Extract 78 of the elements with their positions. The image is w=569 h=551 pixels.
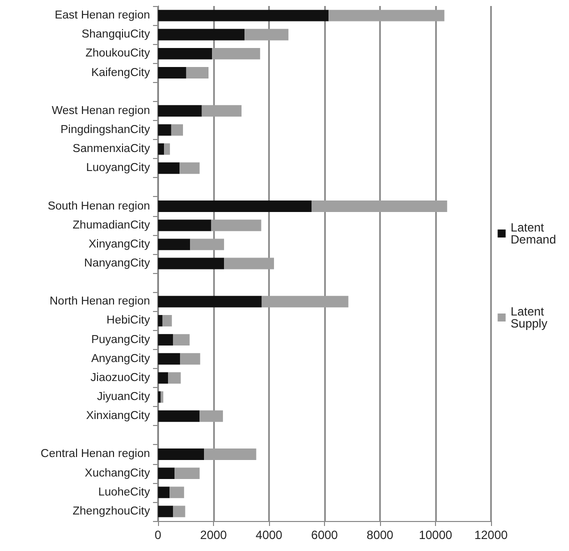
bar bbox=[168, 372, 181, 384]
y-tick-label: XuchangCity bbox=[84, 467, 150, 480]
bar bbox=[158, 220, 212, 232]
y-tick-label: HebiCity bbox=[106, 314, 150, 327]
bar bbox=[158, 372, 168, 384]
y-tick-label: NanyangCity bbox=[84, 258, 150, 270]
bar bbox=[158, 105, 202, 117]
bar bbox=[328, 10, 444, 22]
x-tick-label: 10000 bbox=[418, 528, 453, 542]
bar bbox=[200, 410, 223, 422]
bar bbox=[180, 162, 200, 174]
bar bbox=[158, 410, 200, 422]
bar bbox=[158, 258, 224, 270]
x-tick-label: 6000 bbox=[311, 528, 338, 542]
y-tick-label: ZhengzhouCity bbox=[72, 505, 150, 518]
bar bbox=[174, 468, 200, 480]
bar bbox=[262, 296, 348, 308]
bar bbox=[158, 468, 175, 480]
bar bbox=[244, 28, 288, 40]
bar bbox=[158, 334, 173, 346]
bar bbox=[171, 124, 183, 136]
y-tick-label: KaifengCity bbox=[91, 66, 150, 79]
bar bbox=[190, 238, 224, 250]
bar bbox=[158, 200, 312, 212]
y-tick-label: West Henan region bbox=[52, 104, 150, 117]
bar bbox=[158, 28, 245, 40]
bar bbox=[158, 353, 180, 365]
x-tick-label: 4000 bbox=[256, 528, 283, 542]
y-tick-label: ZhoukouCity bbox=[85, 48, 150, 60]
y-tick-label: North Henan region bbox=[50, 296, 150, 308]
bar bbox=[158, 296, 262, 308]
bar bbox=[164, 143, 170, 155]
legend-label: Latent Supply bbox=[510, 304, 548, 330]
y-tick-label: East Henan region bbox=[54, 10, 150, 22]
bar bbox=[158, 67, 186, 78]
bar bbox=[158, 238, 190, 250]
bar bbox=[158, 10, 329, 22]
bar bbox=[204, 448, 256, 460]
y-tick-label: XinxiangCity bbox=[86, 410, 150, 422]
bar bbox=[211, 220, 262, 232]
y-tick-label: JiaozuoCity bbox=[90, 372, 150, 384]
y-tick-label: JiyuanCity bbox=[96, 391, 150, 404]
y-tick-label: PuyangCity bbox=[91, 334, 150, 346]
y-tick-label: ShangqiuCity bbox=[82, 28, 150, 41]
legend-label: Latent Demand bbox=[510, 220, 556, 246]
y-tick-label: SanmenxiaCity bbox=[72, 143, 150, 156]
bar bbox=[202, 105, 242, 117]
bar bbox=[172, 334, 190, 346]
x-tick-label: 8000 bbox=[366, 528, 394, 542]
y-tick-label: LuoyangCity bbox=[86, 162, 150, 174]
bar bbox=[186, 67, 209, 78]
bar bbox=[158, 506, 173, 518]
bar bbox=[158, 48, 212, 60]
y-tick-label: PingdingshanCity bbox=[60, 124, 150, 136]
y-tick-label: XinyangCity bbox=[88, 238, 150, 250]
bar bbox=[172, 506, 186, 518]
y-tick-label: South Henan region bbox=[48, 200, 150, 212]
bar bbox=[212, 48, 260, 60]
bar bbox=[162, 315, 172, 326]
bar bbox=[158, 448, 204, 460]
bar bbox=[158, 315, 162, 326]
x-tick-label: 2000 bbox=[200, 528, 228, 542]
bar bbox=[224, 258, 274, 270]
bar bbox=[170, 486, 184, 498]
bar bbox=[158, 486, 170, 498]
y-tick-label: Central Henan region bbox=[40, 448, 150, 460]
y-tick-label: AnyangCity bbox=[91, 352, 150, 365]
x-tick-label: 12000 bbox=[474, 528, 508, 542]
x-tick-label: 0 bbox=[154, 528, 162, 542]
bar bbox=[158, 143, 164, 155]
bar bbox=[158, 391, 161, 403]
bar bbox=[158, 124, 172, 136]
bar bbox=[180, 353, 200, 365]
bar bbox=[312, 200, 448, 212]
bar bbox=[160, 391, 164, 403]
y-tick-label: LuoheCity bbox=[98, 486, 150, 498]
bar bbox=[158, 162, 180, 174]
y-tick-label: ZhumadianCity bbox=[72, 219, 150, 232]
